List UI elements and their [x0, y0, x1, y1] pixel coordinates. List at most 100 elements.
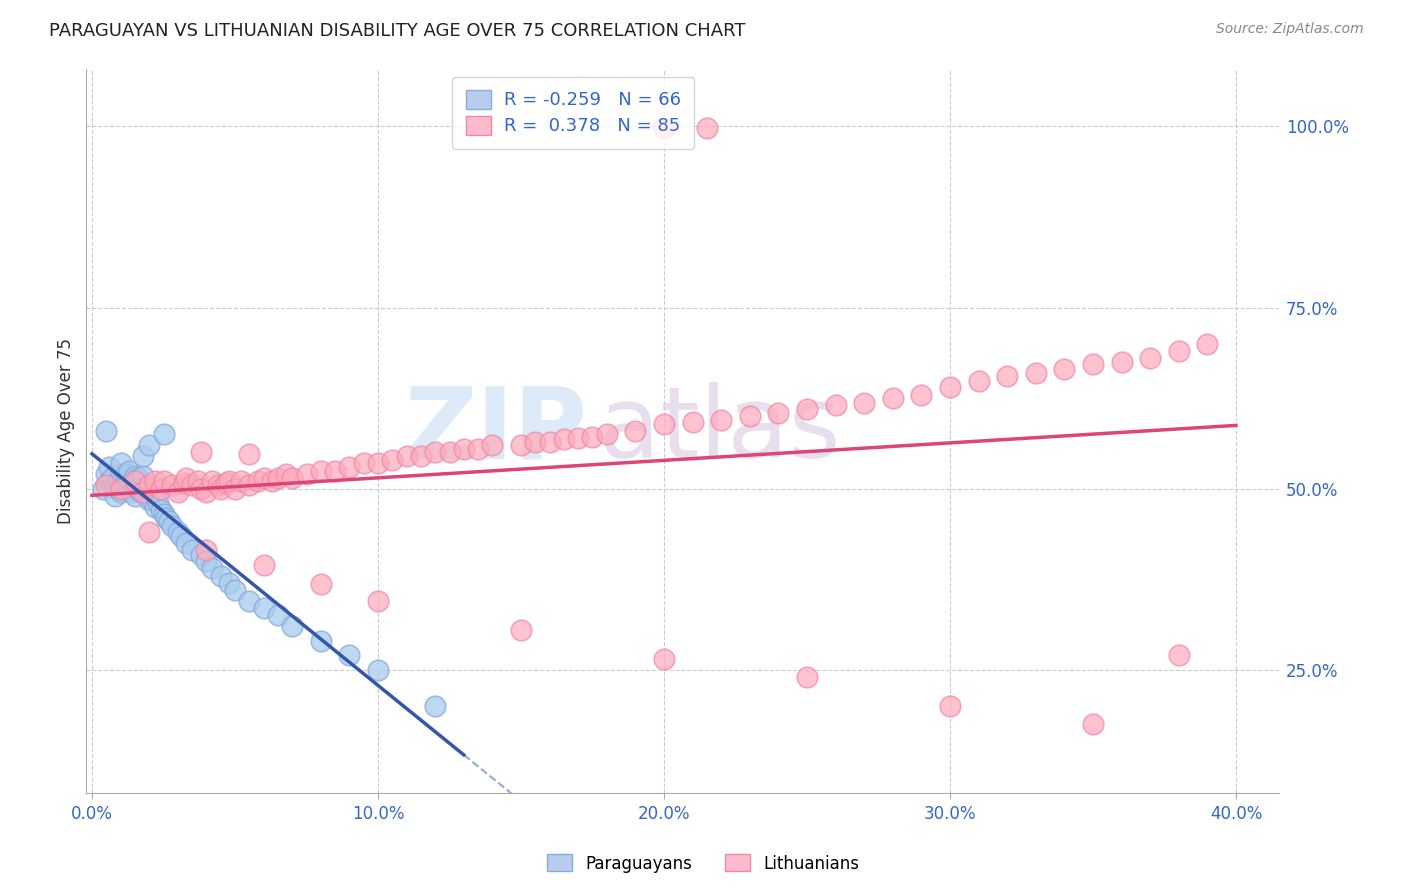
Point [129, 485, 152, 500]
Point [796, 402, 818, 417]
Text: atlas: atlas [599, 383, 841, 479]
Point [160, 519, 183, 533]
Point [1111, 355, 1133, 369]
Point [267, 608, 290, 623]
Point [138, 478, 160, 492]
Point [124, 489, 146, 503]
Point [176, 536, 198, 550]
Point [596, 427, 619, 442]
Point [295, 467, 318, 482]
Point [187, 475, 209, 489]
Point [246, 475, 269, 489]
Point [160, 478, 183, 492]
Point [824, 398, 846, 412]
Point [101, 471, 124, 485]
Point [143, 500, 166, 514]
Point [127, 471, 149, 485]
Point [195, 543, 218, 558]
Point [224, 583, 246, 598]
Point [738, 409, 761, 424]
Point [323, 464, 346, 478]
Point [173, 475, 195, 490]
Point [453, 442, 475, 456]
Point [141, 492, 163, 507]
Point [98, 475, 121, 489]
Point [138, 525, 160, 540]
Point [110, 475, 132, 490]
Point [152, 427, 174, 442]
Point [127, 482, 149, 496]
Point [281, 619, 304, 633]
Point [1167, 344, 1189, 359]
Point [138, 492, 160, 507]
Point [682, 415, 704, 429]
Point [209, 482, 232, 496]
Point [309, 577, 332, 591]
Point [353, 456, 375, 470]
Point [101, 478, 124, 492]
Point [1167, 648, 1189, 663]
Point [218, 575, 240, 590]
Point [195, 485, 218, 500]
Point [118, 464, 141, 478]
Point [132, 468, 155, 483]
Point [110, 467, 132, 482]
Point [138, 483, 160, 498]
Point [146, 496, 169, 510]
Legend: Paraguayans, Lithuanians: Paraguayans, Lithuanians [540, 847, 866, 880]
Y-axis label: Disability Age Over 75: Disability Age Over 75 [58, 338, 75, 524]
Point [276, 467, 298, 482]
Point [124, 468, 146, 483]
Point [1081, 357, 1104, 371]
Point [149, 503, 172, 517]
Point [181, 478, 204, 492]
Point [155, 510, 177, 524]
Point [138, 438, 160, 452]
Point [166, 485, 188, 500]
Point [238, 594, 260, 608]
Point [796, 670, 818, 684]
Point [367, 663, 389, 677]
Point [425, 445, 447, 459]
Point [710, 413, 733, 427]
Point [169, 529, 191, 543]
Point [1053, 362, 1076, 376]
Point [439, 445, 461, 459]
Legend: R = -0.259   N = 66, R =  0.378   N = 85: R = -0.259 N = 66, R = 0.378 N = 85 [453, 77, 695, 149]
Point [624, 424, 647, 438]
Point [581, 429, 603, 443]
Point [553, 433, 575, 447]
Point [995, 369, 1018, 384]
Point [107, 475, 129, 489]
Point [135, 485, 157, 500]
Point [910, 387, 932, 401]
Point [121, 475, 143, 489]
Point [510, 623, 533, 637]
Point [166, 525, 188, 540]
Point [1139, 351, 1161, 366]
Point [190, 445, 212, 459]
Point [339, 648, 361, 663]
Point [115, 467, 138, 482]
Point [115, 478, 138, 492]
Point [218, 475, 240, 489]
Point [1081, 717, 1104, 731]
Point [652, 652, 675, 666]
Point [696, 120, 718, 135]
Point [853, 396, 876, 410]
Point [481, 438, 503, 452]
Point [132, 449, 155, 463]
Point [281, 471, 304, 485]
Point [510, 438, 533, 452]
Point [538, 434, 561, 449]
Point [215, 475, 238, 490]
Point [209, 568, 232, 582]
Point [201, 475, 224, 489]
Text: Source: ZipAtlas.com: Source: ZipAtlas.com [1216, 22, 1364, 37]
Point [176, 471, 198, 485]
Point [93, 482, 115, 496]
Point [267, 471, 290, 485]
Point [157, 514, 180, 528]
Point [652, 120, 675, 135]
Point [143, 489, 166, 503]
